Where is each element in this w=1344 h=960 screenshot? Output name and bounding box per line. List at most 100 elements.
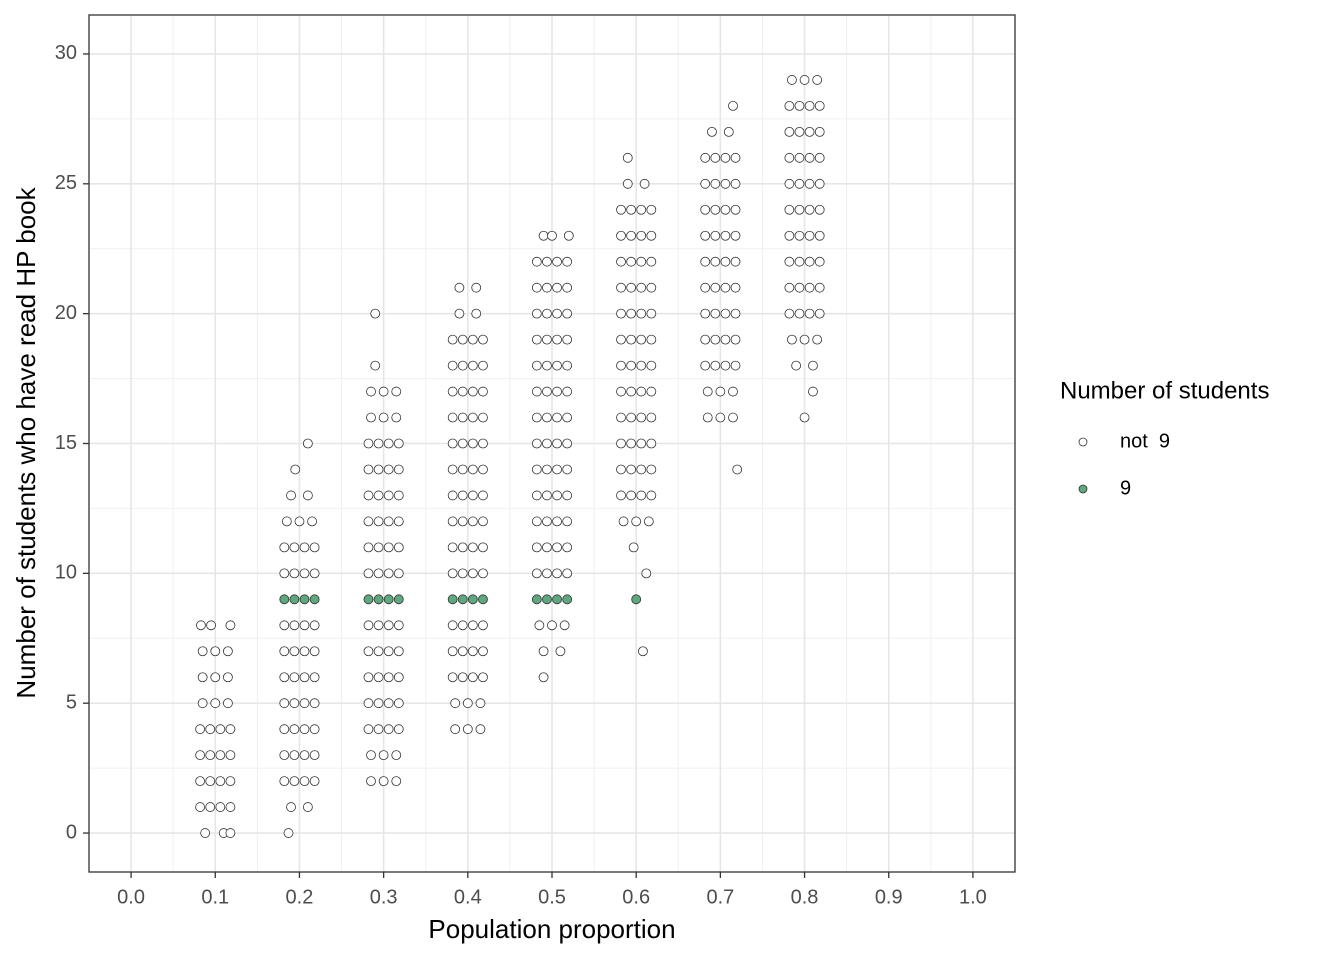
point — [799, 412, 810, 423]
point — [393, 464, 404, 475]
point — [626, 334, 637, 345]
point — [787, 75, 797, 85]
point — [457, 464, 468, 475]
point — [299, 672, 310, 683]
point — [710, 282, 721, 293]
point — [383, 672, 394, 683]
point — [393, 620, 404, 631]
point — [794, 230, 805, 241]
legend: not 9 9 — [1078, 430, 1170, 499]
point — [363, 516, 374, 527]
point — [383, 516, 394, 527]
point — [289, 750, 300, 761]
point — [626, 490, 637, 501]
point — [457, 542, 468, 553]
y-tick-label: 15 — [55, 432, 77, 454]
grid — [89, 15, 1015, 872]
y-tick-label: 25 — [55, 172, 77, 194]
point — [814, 152, 825, 163]
point — [720, 152, 731, 163]
point — [636, 464, 647, 475]
point — [279, 568, 290, 579]
point — [457, 360, 468, 371]
point — [383, 490, 394, 501]
point — [378, 776, 389, 787]
axes: 0.0 0.1 0.2 0.3 0.4 0.5 0.6 0.7 0.8 0.9 1.0 0 5 10 15 2… — [55, 42, 987, 908]
point — [467, 646, 478, 657]
x-axis-title: Population proportion — [428, 914, 675, 944]
point — [467, 360, 478, 371]
point — [222, 672, 233, 683]
point — [225, 750, 236, 761]
point — [646, 386, 657, 397]
point — [294, 516, 305, 527]
point — [531, 256, 542, 267]
point — [366, 776, 376, 787]
point — [302, 490, 313, 501]
point — [457, 386, 468, 397]
point — [720, 360, 731, 371]
point — [646, 412, 657, 423]
point — [636, 282, 647, 293]
point — [626, 256, 637, 267]
point — [641, 568, 652, 579]
point — [373, 490, 384, 501]
point — [794, 282, 805, 293]
point — [393, 594, 404, 605]
point — [447, 438, 458, 449]
point — [552, 594, 562, 605]
point — [542, 438, 552, 449]
point — [732, 464, 743, 475]
point — [447, 490, 458, 501]
point — [794, 152, 805, 163]
point — [373, 594, 384, 605]
point — [542, 282, 552, 293]
point — [447, 568, 458, 579]
point — [478, 386, 488, 397]
point — [804, 100, 815, 111]
point — [475, 698, 486, 709]
point — [447, 516, 458, 527]
point — [784, 126, 795, 137]
y-tick-label: 30 — [55, 42, 77, 64]
point — [531, 308, 542, 319]
point — [279, 646, 290, 657]
point — [391, 412, 402, 423]
point — [646, 334, 657, 345]
legend-label: not 9 — [1120, 430, 1170, 452]
point — [478, 334, 488, 345]
point — [454, 308, 465, 319]
point — [309, 594, 320, 605]
point — [447, 334, 458, 345]
point — [804, 282, 815, 293]
point — [290, 464, 301, 475]
point — [700, 204, 711, 215]
point — [531, 594, 542, 605]
point — [784, 178, 795, 189]
point — [626, 386, 637, 397]
point — [616, 464, 626, 475]
point — [299, 724, 310, 735]
point — [616, 360, 626, 371]
point — [283, 828, 294, 838]
point — [205, 750, 216, 761]
point — [299, 646, 310, 657]
point — [552, 516, 562, 527]
point — [542, 386, 552, 397]
y-tick-label: 0 — [66, 821, 77, 843]
point — [457, 568, 468, 579]
x-tick-label: 0.3 — [370, 886, 398, 908]
point — [373, 464, 384, 475]
point — [812, 75, 823, 85]
point — [205, 724, 216, 735]
point — [542, 334, 552, 345]
point — [447, 464, 458, 475]
point — [552, 308, 562, 319]
point — [646, 438, 657, 449]
point — [366, 750, 376, 761]
point — [636, 438, 647, 449]
point — [393, 646, 404, 657]
point — [363, 672, 374, 683]
legend-label: 9 — [1120, 477, 1131, 499]
point — [626, 412, 637, 423]
